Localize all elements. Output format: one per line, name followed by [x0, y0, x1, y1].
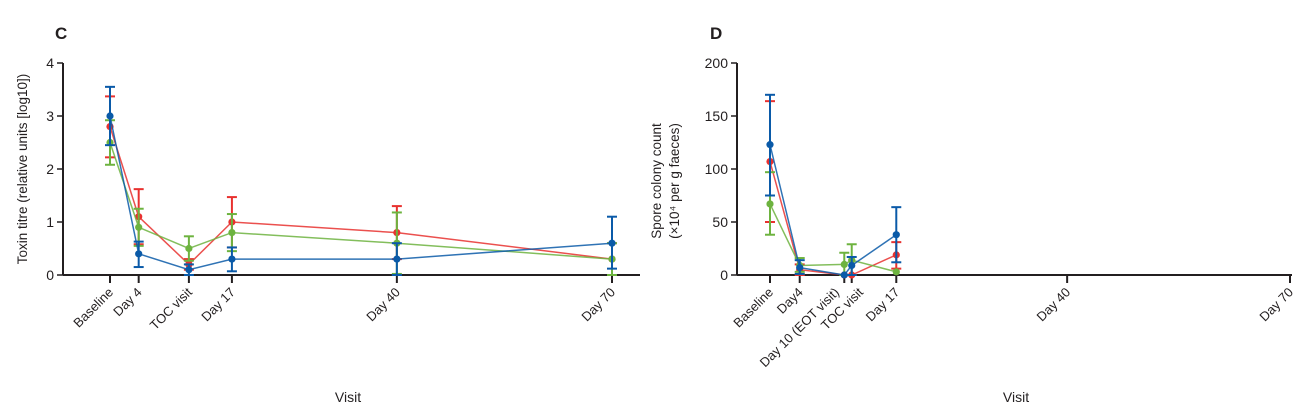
x-axis-label: Visit — [335, 389, 361, 405]
data-point — [185, 244, 193, 253]
series-line — [109, 126, 613, 266]
data-point — [608, 239, 616, 247]
data-point — [766, 141, 774, 149]
series-line — [769, 144, 897, 276]
series-2 — [765, 93, 902, 279]
x-tick-label: Day 70 — [1256, 285, 1296, 325]
series-1 — [765, 171, 900, 276]
data-point — [840, 271, 848, 279]
data-point — [106, 112, 114, 120]
y-tick-label: 50 — [712, 214, 728, 230]
data-point — [840, 260, 848, 268]
y-axis-label: Spore colony count — [649, 123, 664, 239]
data-point — [135, 250, 143, 258]
data-point — [228, 229, 236, 237]
x-tick-label: Baseline — [70, 285, 116, 331]
x-tick-label: Day 17 — [863, 285, 903, 325]
y-tick-label: 0 — [46, 267, 54, 283]
y-tick-label: 2 — [46, 161, 54, 177]
y-axis-label: (×10⁴ per g faeces) — [667, 123, 682, 239]
y-tick-label: 150 — [705, 108, 729, 124]
y-tick-label: 4 — [46, 55, 54, 71]
x-tick-label: Day 4 — [110, 285, 145, 320]
data-point — [185, 266, 193, 274]
series-1 — [105, 119, 617, 276]
data-point — [393, 255, 401, 263]
x-tick-label: Day 70 — [578, 285, 618, 325]
series-line — [769, 203, 897, 273]
x-tick-label: Day4 — [774, 285, 806, 317]
data-point — [848, 261, 856, 270]
data-point — [796, 263, 804, 272]
y-tick-label: 3 — [46, 108, 54, 124]
data-point — [135, 223, 143, 231]
x-tick-label: Day 40 — [1034, 285, 1074, 325]
panel-label: C — [55, 24, 67, 43]
y-tick-label: 200 — [705, 55, 729, 71]
series-line — [109, 115, 613, 271]
series-line — [769, 161, 897, 276]
panel-label: D — [710, 24, 722, 43]
y-axis-label: Toxin titre (relative units [log10]) — [15, 74, 30, 265]
data-point — [892, 231, 900, 239]
x-tick-label: Day 40 — [363, 285, 403, 325]
series-0 — [765, 100, 902, 279]
series-2 — [105, 85, 617, 276]
x-axis-label: Visit — [1003, 389, 1029, 405]
x-tick-label: TOC visit — [147, 284, 196, 333]
data-point — [892, 268, 900, 276]
x-tick-label: Day 17 — [198, 285, 238, 325]
series-line — [109, 142, 613, 260]
y-tick-label: 0 — [720, 267, 728, 283]
data-point — [766, 200, 774, 208]
y-tick-label: 1 — [46, 214, 54, 230]
data-point — [228, 255, 236, 263]
y-tick-label: 100 — [705, 161, 729, 177]
x-tick-label: Baseline — [730, 285, 776, 331]
